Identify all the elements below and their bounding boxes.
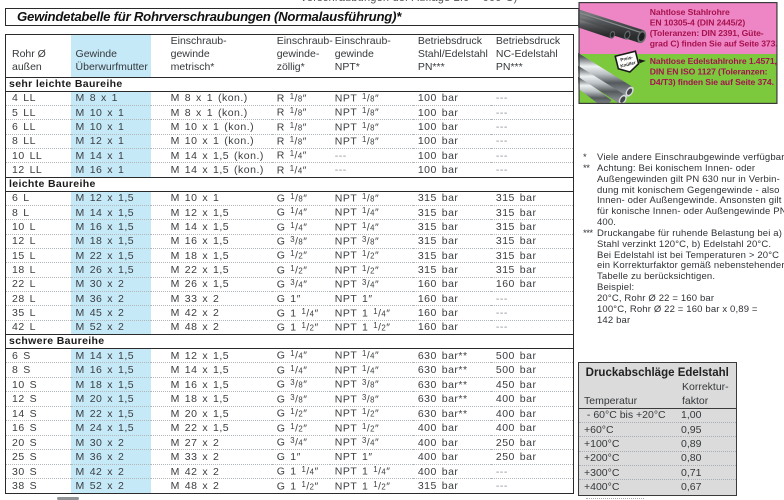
svg-text:Nahtlose Edelstahlrohre 1.4571: Nahtlose Edelstahlrohre 1.4571, <box>650 56 777 66</box>
svg-text:Preis-: Preis- <box>620 54 634 62</box>
svg-text:D4/T3) finden Sie auf Seite 37: D4/T3) finden Sie auf Seite 374. <box>650 77 774 87</box>
svg-text:(Toleranzen: DIN 2391, Güte-: (Toleranzen: DIN 2391, Güte- <box>650 28 764 38</box>
svg-text:Knüller: Knüller <box>620 60 637 69</box>
svg-text:grad C) finden Sie auf Seite 3: grad C) finden Sie auf Seite 373. <box>650 38 778 48</box>
svg-text:DIN EN ISO 1127 (Toleranzen:: DIN EN ISO 1127 (Toleranzen: <box>650 67 768 77</box>
svg-text:Nahtlose Stahlrohre: Nahtlose Stahlrohre <box>650 7 730 17</box>
svg-text:EN 10305-4 (DIN 2445/2): EN 10305-4 (DIN 2445/2) <box>650 17 746 27</box>
